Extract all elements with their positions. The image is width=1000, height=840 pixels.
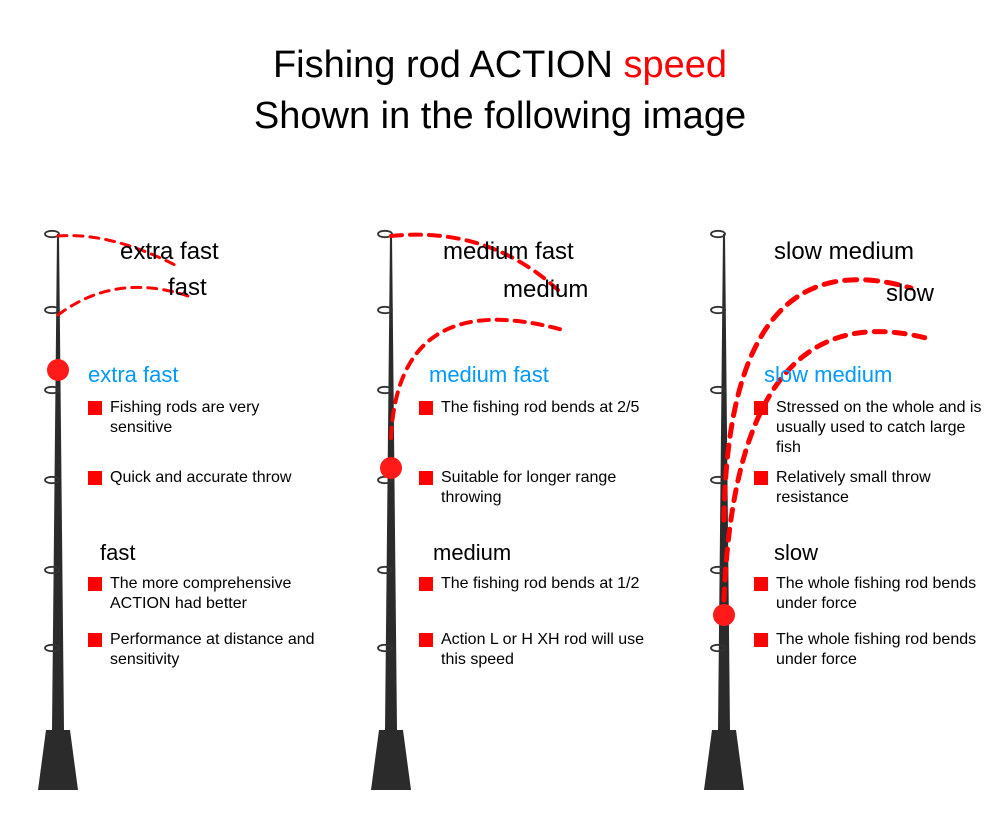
bullet-square-icon: [754, 577, 768, 591]
bullet-primary-1: Quick and accurate throw: [88, 468, 318, 488]
bullet-square-icon: [754, 401, 768, 415]
rod-handle: [704, 730, 744, 790]
rod-diagram: [333, 230, 666, 810]
bullet-primary-0: The fishing rod bends at 2/5: [419, 398, 649, 418]
bullet-text: Suitable for longer range throwing: [441, 468, 649, 508]
bullet-text: Action L or H XH rod will use this speed: [441, 630, 649, 670]
bullet-secondary-1: The whole fishing rod bends under force: [754, 630, 984, 670]
bullet-square-icon: [419, 577, 433, 591]
curve-label-0: slow medium: [774, 238, 914, 266]
bullet-text: Fishing rods are very sensitive: [110, 398, 318, 438]
curve-label-1: fast: [168, 274, 207, 302]
bullet-square-icon: [419, 401, 433, 415]
bullet-text: The fishing rod bends at 2/5: [441, 398, 639, 418]
bullet-text: The whole fishing rod bends under force: [776, 574, 984, 614]
bullet-square-icon: [88, 471, 102, 485]
bullet-secondary-0: The fishing rod bends at 1/2: [419, 574, 649, 594]
bullet-secondary-1: Performance at distance and sensitivity: [88, 630, 318, 670]
curve-label-1: slow: [886, 280, 934, 308]
section-heading-secondary: fast: [100, 540, 135, 566]
bullet-square-icon: [88, 633, 102, 647]
bullet-secondary-1: Action L or H XH rod will use this speed: [419, 630, 649, 670]
panel-slow-medium: slow medium slow slow medium Stressed on th…: [666, 230, 999, 810]
title-line-2: Shown in the following image: [0, 91, 1000, 142]
bullet-text: Relatively small throw resistance: [776, 468, 984, 508]
bend-point-dot: [713, 604, 735, 626]
bullet-text: The more comprehensive ACTION had better: [110, 574, 318, 614]
rod-guide-icon: [711, 231, 725, 237]
bullet-text: Stressed on the whole and is usually use…: [776, 398, 984, 458]
rod-handle: [38, 730, 78, 790]
rod-handle: [371, 730, 411, 790]
panel-extra-fast: extra fast fast extra fast Fishing rods are…: [0, 230, 333, 810]
curve-label-0: medium fast: [443, 238, 574, 266]
bullet-square-icon: [754, 471, 768, 485]
rod-diagram: [0, 230, 333, 810]
bullet-square-icon: [419, 471, 433, 485]
bullet-text: The fishing rod bends at 1/2: [441, 574, 639, 594]
bullet-primary-0: Stressed on the whole and is usually use…: [754, 398, 984, 458]
bullet-square-icon: [754, 633, 768, 647]
bullet-primary-1: Suitable for longer range throwing: [419, 468, 649, 508]
bullet-text: Quick and accurate throw: [110, 468, 291, 488]
section-heading-secondary: slow: [774, 540, 818, 566]
bullet-primary-1: Relatively small throw resistance: [754, 468, 984, 508]
bullet-text: Performance at distance and sensitivity: [110, 630, 318, 670]
title-block: Fishing rod ACTION speed Shown in the fo…: [0, 0, 1000, 143]
bullet-text: The whole fishing rod bends under force: [776, 630, 984, 670]
bend-point-dot: [380, 457, 402, 479]
bullet-square-icon: [88, 401, 102, 415]
section-heading-primary: medium fast: [429, 362, 549, 388]
bullet-square-icon: [419, 633, 433, 647]
bullet-square-icon: [88, 577, 102, 591]
curve-label-0: extra fast: [120, 238, 219, 266]
curve-label-1: medium: [503, 276, 588, 304]
section-heading-primary: slow medium: [764, 362, 892, 388]
bullet-primary-0: Fishing rods are very sensitive: [88, 398, 318, 438]
section-heading-secondary: medium: [433, 540, 511, 566]
title-text-1: Fishing rod ACTION: [273, 44, 624, 86]
rod-diagram: [666, 230, 999, 810]
bullet-secondary-0: The more comprehensive ACTION had better: [88, 574, 318, 614]
bullet-secondary-0: The whole fishing rod bends under force: [754, 574, 984, 614]
bend-point-dot: [47, 359, 69, 381]
section-heading-primary: extra fast: [88, 362, 178, 388]
title-speed-word: speed: [624, 44, 728, 86]
panels-row: extra fast fast extra fast Fishing rods are…: [0, 230, 1000, 810]
title-line-1: Fishing rod ACTION speed: [0, 40, 1000, 91]
panel-medium-fast: medium fast medium medium fast The fishing …: [333, 230, 666, 810]
